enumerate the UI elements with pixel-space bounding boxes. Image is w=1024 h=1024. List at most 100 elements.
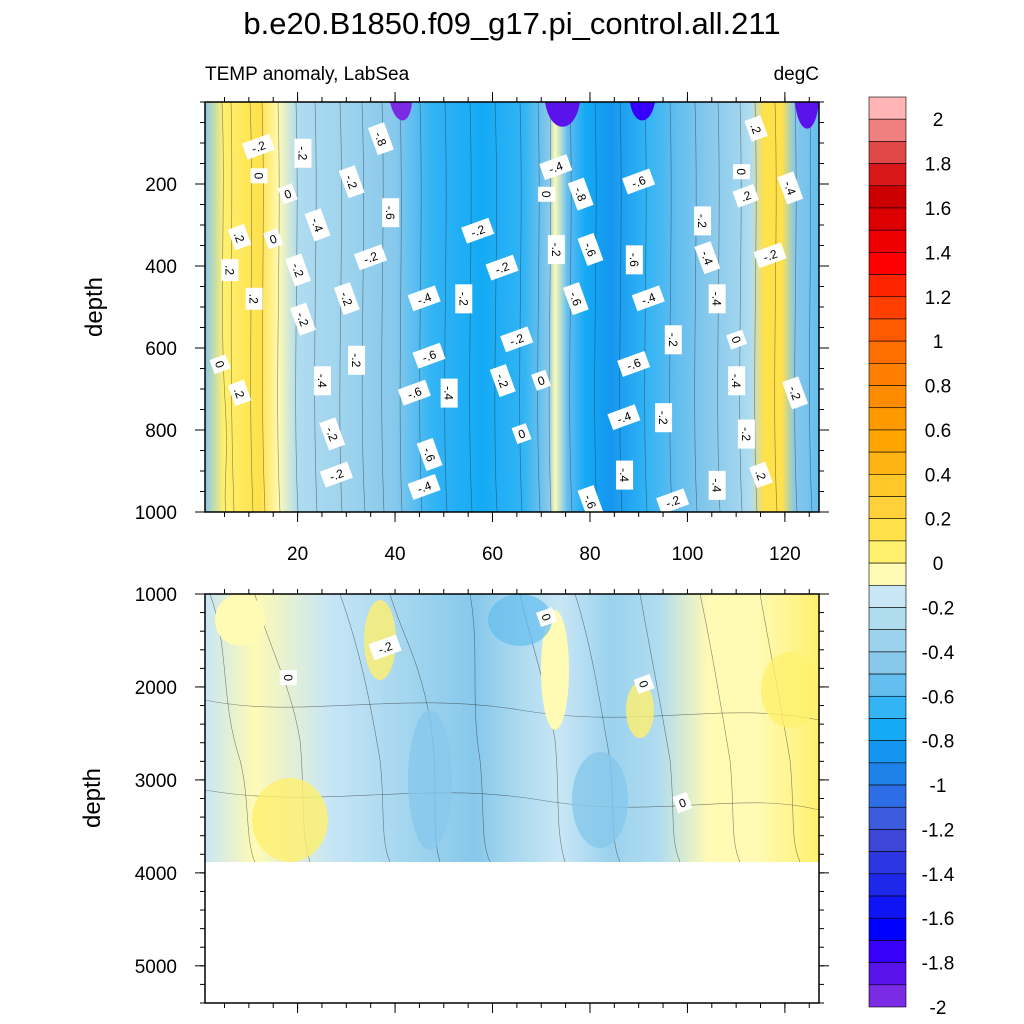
contour-label-box [416,437,443,471]
contour-label: 0 [536,607,558,628]
contour-label: -.4 [728,366,746,396]
contour-label-box [397,379,431,406]
contour-label-text: -.6 [420,446,438,464]
contour-label: -.8 [567,177,594,211]
lower-y-axis-label: depth [79,768,106,828]
contour-label-box [412,342,446,369]
contour-line [699,594,741,862]
colorbar-box [868,829,907,852]
lower-x-ticks [297,1003,786,1013]
contour-label: 0 [726,329,748,350]
contour-label-text: 0 [677,795,688,811]
y-tick-label: 600 [145,339,177,360]
colorbar-label: 0.2 [925,510,951,531]
contour-label: -.2 [285,253,312,287]
y-tick-label: 3000 [135,771,177,792]
colorbar-label: -2 [930,998,947,1019]
contour-label-box [664,325,682,355]
contour-label-text: -.4 [442,386,456,400]
contour-line [205,699,819,721]
contour-label-text: -.6 [406,384,424,402]
contour-label: 0 [531,369,552,391]
x-tick-label: 20 [287,544,308,565]
contour-label: -.2 [348,345,366,375]
contour-line [314,102,318,512]
contour-label-text: -.4 [639,290,657,308]
contour-label: -.4 [407,473,441,500]
contour-line [381,102,385,512]
contour-label-box [536,607,558,628]
contour-label-text: -.2 [376,639,394,657]
cold-patch [408,710,452,850]
contour-label: -.4 [440,378,458,408]
contour-label: -.2 [368,634,402,661]
contour-label-text: -.4 [781,179,799,197]
colorbar-box [868,363,907,386]
contour-label-text: -.2 [323,425,341,443]
colorbar-box [868,274,907,298]
contour-label: 0 [279,670,297,686]
contour-label: -.6 [397,379,431,406]
contour-line [809,102,813,512]
cold-patch [572,752,628,848]
contour-line [594,102,598,512]
colorbar: 2 1.8 1.6 1.4 1.2 1 0.8 0.6 0.4 0.2 0 -0.2 -0.4 -0.6 -… [868,96,955,1019]
colorbar-box [868,584,907,608]
contour-label-box [753,242,787,269]
colorbar-box [868,984,907,1008]
contour-label-box [245,287,263,310]
contour-label-box [655,403,673,433]
colorbar-label: 2 [933,110,944,131]
colorbar-box [868,873,907,897]
contour-label: -.4 [539,154,573,181]
contour-label: -.4 [631,285,665,312]
contour-label-box [694,206,712,236]
contour-label-box [577,232,604,266]
y-tick-label: 1000 [135,503,177,524]
contour-label-text: -.4 [710,292,724,306]
contour-label: -.2 [500,326,534,353]
contour-label-text: -.2 [666,333,680,347]
contour-line [537,102,541,512]
contour-label-text: -.2 [295,146,309,160]
units-label: degC [774,64,819,85]
x-tick-label: 100 [672,544,704,565]
colorbar-label: -1.4 [922,865,955,886]
contour-label-text: .2 [752,468,769,482]
contour-label: -.4 [304,208,331,242]
colorbar-box [868,607,907,630]
contour-label-text: -.2 [508,331,526,349]
colorbar-label: -1 [930,776,947,797]
colorbar-box [868,340,907,364]
x-tick-label: 40 [384,544,405,565]
contour-label-text: -.2 [786,384,804,402]
contour-label: -.2 [289,302,316,336]
colorbar-box [868,718,907,741]
contour-label-box [250,168,268,184]
contour-label-box [656,488,690,515]
contour-label-box [241,133,275,160]
contour-label: -.4 [313,366,331,396]
contour-label-text: -.2 [328,466,346,484]
contour-line [794,102,798,512]
contour-line [754,102,758,512]
contour-label-text: 0 [636,679,652,690]
contour-label: 0 [263,228,284,250]
contour-label-text: -.4 [547,159,565,177]
contour-label-box [733,164,751,180]
contour-label-box [531,369,552,391]
colorbar-box [868,962,907,986]
variable-label: TEMP anomaly, LabSea [205,64,410,85]
contour-line [444,102,448,512]
contour-label-box [455,284,473,314]
contour-label-text: -.2 [739,427,753,441]
contour-label-text: -.2 [493,259,511,277]
y-tick-label: 800 [145,421,177,442]
contour-label-text: -.6 [566,290,584,308]
cold-core-patch [630,102,655,121]
colorbar-label: 1.6 [925,199,951,220]
colorbar-box [868,252,907,275]
warm-patch [541,610,569,730]
colorbar-box [868,118,907,142]
contour-label-text: -.6 [581,241,599,259]
